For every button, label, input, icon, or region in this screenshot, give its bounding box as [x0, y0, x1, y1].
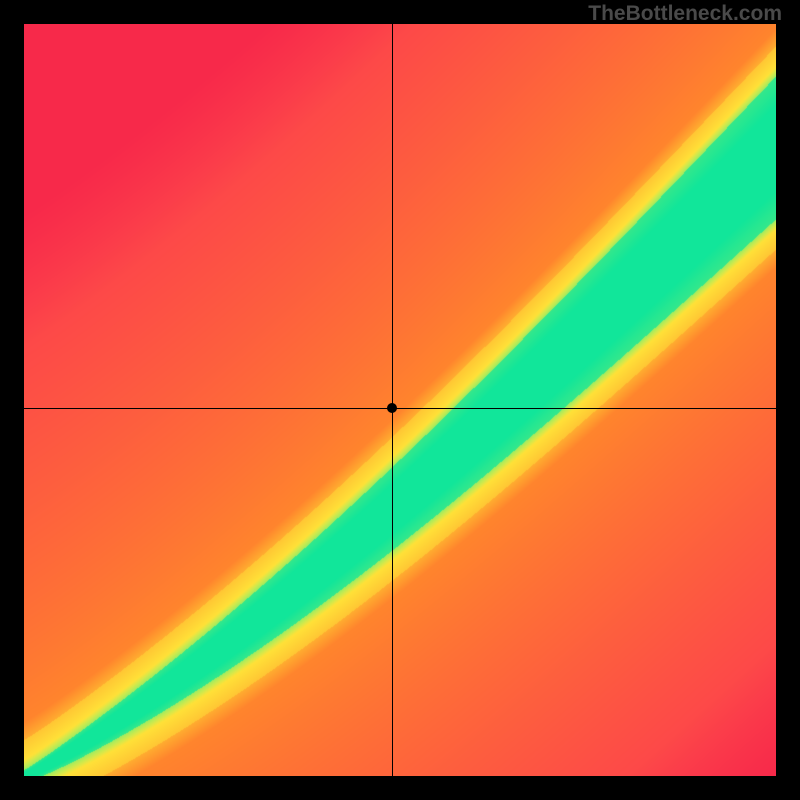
crosshair-vertical	[392, 24, 393, 776]
crosshair-horizontal	[24, 408, 776, 409]
heatmap-canvas	[24, 24, 776, 776]
selection-marker	[387, 403, 397, 413]
bottleneck-heatmap	[24, 24, 776, 776]
watermark-text: TheBottleneck.com	[588, 2, 782, 26]
